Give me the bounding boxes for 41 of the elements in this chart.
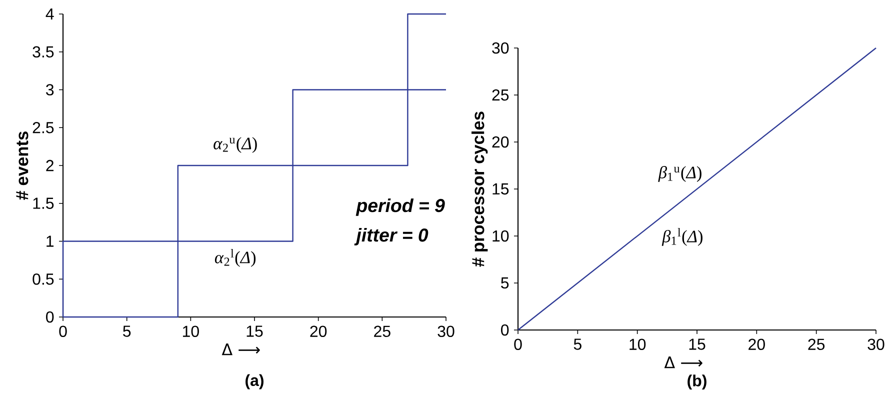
y-tick-label: 2.5 [32, 122, 54, 134]
y-tick-label: 25 [492, 89, 509, 101]
y-tick-label: 3 [46, 84, 54, 96]
text: (a) [246, 374, 264, 390]
x-tick-label: 10 [182, 326, 199, 338]
x-tick-label: 5 [574, 338, 582, 350]
annotation: jitter = 0 [354, 228, 428, 246]
y-tick-label: 0 [46, 311, 54, 323]
y-tick-label: 10 [492, 230, 509, 242]
x-tick-label: 0 [514, 338, 522, 350]
y-tick-label: 30 [492, 42, 509, 54]
annotation: period = 9 [356, 198, 445, 216]
y-tick-label: 15 [492, 183, 509, 195]
x-tick-label: 0 [59, 326, 67, 338]
x-tick-label: 25 [808, 338, 825, 350]
x-tick-label: 15 [246, 326, 263, 337]
y-tick-label: 5 [501, 277, 509, 289]
y-tick-label: 0.5 [32, 273, 54, 285]
x-axis-title: Δ ⟶ [664, 356, 702, 368]
x-tick-label: 20 [748, 338, 765, 350]
x-tick-label: 30 [438, 326, 454, 338]
annotation: β$_{1}$$^{u}$(Δ) [658, 166, 702, 182]
x-axis-title: Δ ⟶ [222, 344, 260, 356]
y-tick-label: 4 [46, 8, 54, 20]
x-tick-label: 20 [310, 326, 327, 338]
y-tick-label: 20 [492, 136, 509, 148]
y-tick-label: 2 [46, 160, 54, 172]
y-axis-title: # processor cycles [472, 112, 488, 267]
x-tick-label: 5 [123, 326, 131, 337]
series-label: α$_{2}$$^{l}$(Δ) [214, 248, 256, 267]
y-tick-label: 1.5 [33, 198, 54, 209]
text: (b) [688, 374, 706, 390]
y-axis-title: # events [16, 132, 28, 200]
y-tick-label: 3.5 [32, 46, 54, 58]
annotation: β$_{1}$$^{l}$(Δ) [662, 228, 702, 246]
series-label: α$_{2}$$^{u}$(Δ) [214, 137, 257, 153]
x-tick-label: 15 [689, 338, 706, 350]
x-tick-label: 25 [374, 326, 390, 338]
x-tick-label: 10 [630, 338, 646, 350]
y-tick-label: 1 [46, 236, 54, 247]
x-tick-label: 30 [868, 338, 884, 350]
